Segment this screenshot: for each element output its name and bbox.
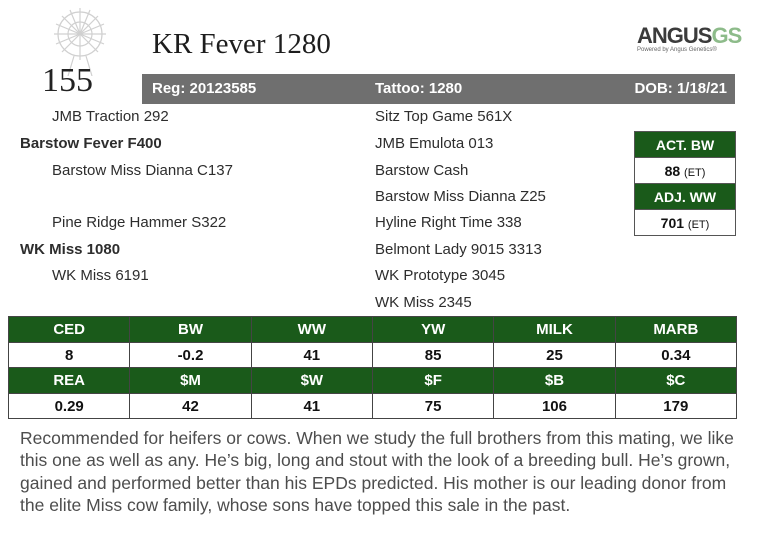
act-bw-cell: 88 (ET) <box>634 157 736 184</box>
epd-header: YW <box>371 316 495 343</box>
epd-header: WW <box>250 316 373 343</box>
epd-value: 8 <box>7 342 131 368</box>
act-bw-value: 88 <box>664 162 681 179</box>
registration-number: Reg: 20123585 <box>152 80 257 97</box>
epd-header: MILK <box>493 316 616 343</box>
epd-value: 0.34 <box>614 342 738 368</box>
epd-table: CED BW WW YW MILK MARB 8 -0.2 41 85 25 0… <box>7 316 738 419</box>
index-header: $C <box>614 367 738 394</box>
index-header: $F <box>371 367 495 394</box>
pedigree-dam-sire: Pine Ridge Hammer S322 <box>52 214 227 231</box>
index-header: REA <box>7 367 131 394</box>
tattoo: Tattoo: 1280 <box>375 80 463 97</box>
index-value: 75 <box>371 393 495 419</box>
logo-suffix-text: GS <box>711 23 742 48</box>
act-bw-note: (ET) <box>684 166 706 179</box>
windmill-icon <box>54 8 106 76</box>
adj-ww-note: (ET) <box>687 218 710 231</box>
date-of-birth: DOB: 1/18/21 <box>634 80 727 97</box>
lot-number: 155 <box>42 62 93 99</box>
index-value: 0.29 <box>7 393 131 419</box>
pedigree-grandparent-line: WK Prototype 3045 <box>375 267 506 284</box>
pedigree-grandparent-line: JMB Emulota 013 <box>375 135 494 152</box>
index-header: $W <box>250 367 373 394</box>
pedigree-grandparent-line: WK Miss 2345 <box>375 294 472 311</box>
index-value: 179 <box>614 393 738 419</box>
epd-value: -0.2 <box>129 342 252 368</box>
logo-tagline: Powered by Angus Genetics® <box>637 47 717 53</box>
logo-main-text: ANGUS <box>637 23 712 48</box>
lot-comments: Recommended for heifers or cows. When we… <box>20 428 734 515</box>
epd-value: 41 <box>250 342 373 368</box>
pedigree-grandparent-line: Sitz Top Game 561X <box>375 108 513 125</box>
adj-ww-label: ADJ. WW <box>634 183 736 210</box>
pedigree-grandparent-line: Barstow Miss Dianna Z25 <box>375 188 546 205</box>
epd-value: 25 <box>493 342 616 368</box>
pedigree-sire-sire: JMB Traction 292 <box>52 108 169 125</box>
registration-bar: Reg: 20123585 Tattoo: 1280 DOB: 1/18/21 <box>142 74 735 104</box>
index-value: 42 <box>129 393 252 419</box>
adj-ww-cell: 701 (ET) <box>634 209 736 236</box>
epd-value: 85 <box>371 342 495 368</box>
index-header: $B <box>493 367 616 394</box>
index-header: $M <box>129 367 252 394</box>
adj-ww-value: 701 <box>660 214 685 231</box>
pedigree-dam: WK Miss 1080 <box>20 241 121 258</box>
angus-gs-logo: ANGUSGS Powered by Angus Genetics® <box>637 23 742 64</box>
index-value: 41 <box>250 393 373 419</box>
act-bw-label: ACT. BW <box>634 131 736 158</box>
pedigree-sire: Barstow Fever F400 <box>20 135 162 152</box>
weights-table: ACT. BW 88 (ET) ADJ. WW 701 (ET) <box>634 131 736 236</box>
pedigree-sire-dam: Barstow Miss Dianna C137 <box>52 162 233 179</box>
animal-name: KR Fever 1280 <box>152 28 331 60</box>
epd-header: BW <box>129 316 252 343</box>
pedigree-grandparent-line: Hyline Right Time 338 <box>375 214 522 231</box>
pedigree-dam-dam: WK Miss 6191 <box>52 267 149 284</box>
index-value: 106 <box>493 393 616 419</box>
epd-header: CED <box>7 316 131 343</box>
pedigree-grandparent-line: Barstow Cash <box>375 162 469 179</box>
pedigree-grandparent-line: Belmont Lady 9015 3313 <box>375 241 542 258</box>
epd-header: MARB <box>614 316 738 343</box>
